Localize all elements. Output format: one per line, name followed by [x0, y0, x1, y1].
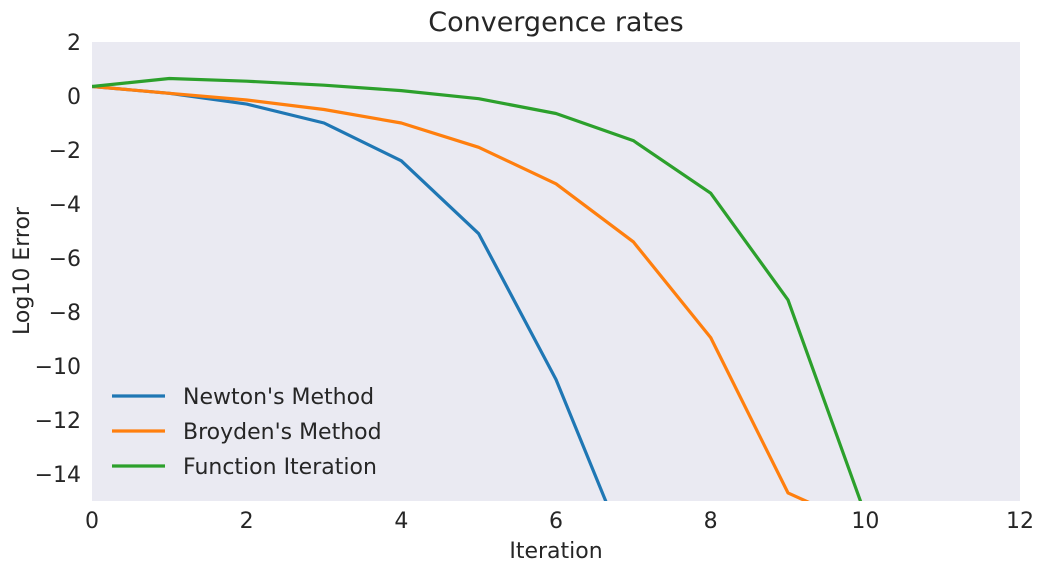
chart-title: Convergence rates [428, 7, 684, 38]
series-line-broyden-s-method [92, 84, 810, 501]
x-tick-labels: 0 2 4 6 8 10 12 [85, 509, 1034, 534]
y-tick-label: 0 [67, 85, 81, 110]
x-tick-label: 12 [1006, 509, 1034, 534]
y-tick-label: 2 [67, 31, 81, 56]
x-tick-label: 6 [549, 509, 563, 534]
y-tick-label: −2 [49, 139, 81, 164]
x-tick-label: 4 [394, 509, 408, 534]
y-axis-label: Log10 Error [10, 206, 35, 335]
x-tick-label: 2 [240, 509, 254, 534]
x-axis-label: Iteration [509, 539, 602, 564]
series-line-function-iteration [92, 76, 863, 501]
legend-label: Newton's Method [183, 385, 374, 410]
y-tick-label: −6 [49, 247, 81, 272]
legend-label: Broyden's Method [183, 420, 382, 445]
series-layer [92, 76, 863, 501]
y-tick-label: −10 [35, 355, 81, 380]
y-tick-label: −14 [35, 463, 81, 488]
y-tick-label: −8 [49, 301, 81, 326]
y-tick-label: −4 [49, 193, 81, 218]
y-tick-labels: 2 0 −2 −4 −6 −8 −10 −12 −14 [35, 31, 81, 488]
legend: Newton's Method Broyden's Method Function … [112, 385, 382, 480]
x-tick-label: 10 [851, 509, 879, 534]
x-tick-label: 0 [85, 509, 99, 534]
plot-background [92, 42, 1020, 501]
legend-label: Function Iteration [183, 455, 377, 480]
y-tick-label: −12 [35, 409, 81, 434]
x-tick-label: 8 [704, 509, 718, 534]
